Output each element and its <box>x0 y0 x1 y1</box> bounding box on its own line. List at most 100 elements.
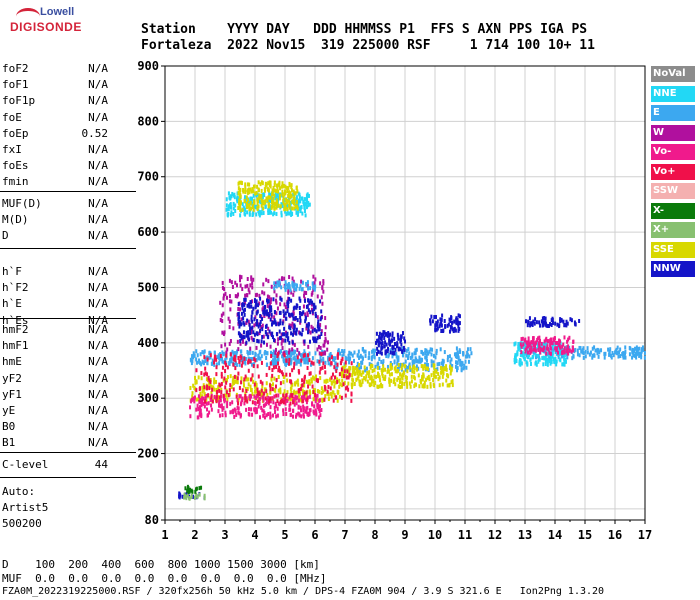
data-point-sse <box>329 391 332 396</box>
data-point-nne <box>517 342 520 347</box>
data-point-vo <box>298 387 301 392</box>
data-point-nne <box>541 356 544 361</box>
data-point-nne <box>307 200 310 205</box>
data-point-vo <box>260 388 263 393</box>
legend-item-ssw: SSW <box>651 183 695 199</box>
data-point-vo <box>545 351 548 356</box>
data-point-e <box>299 284 302 289</box>
data-point-nne <box>549 361 552 366</box>
data-point-nne <box>268 205 271 210</box>
data-point-sse <box>394 369 397 374</box>
data-point-x <box>190 488 193 493</box>
data-point-w <box>239 274 242 279</box>
data-point-nne <box>281 204 284 209</box>
data-point-e <box>584 349 587 354</box>
data-point-e <box>287 285 290 290</box>
data-point-sse <box>406 369 409 374</box>
data-point-e <box>289 288 292 293</box>
data-point-vo <box>316 378 319 383</box>
data-point-sse <box>341 378 344 383</box>
data-point-vo <box>205 386 208 391</box>
data-point-nne <box>232 206 235 211</box>
data-point-w <box>309 330 312 335</box>
data-point-vo <box>203 404 206 409</box>
data-point-e <box>313 286 316 291</box>
param-name: B0 <box>2 420 16 434</box>
x-tick-label: 3 <box>221 528 228 542</box>
data-point-e <box>364 368 367 373</box>
data-point-e <box>327 361 330 366</box>
data-point-sse <box>269 180 272 185</box>
data-point-w <box>226 347 229 352</box>
panel-divider <box>0 477 136 478</box>
data-point-vo <box>532 343 535 348</box>
data-point-w <box>319 345 322 350</box>
data-point-vo <box>316 403 319 408</box>
data-point-nnw <box>433 315 436 320</box>
data-point-x <box>188 487 191 492</box>
data-point-e <box>324 360 327 365</box>
data-point-nnw <box>389 350 392 355</box>
data-point-sse <box>253 384 256 389</box>
data-point-nnw <box>570 318 573 323</box>
data-point-sse <box>429 384 432 389</box>
data-point-sse <box>426 376 429 381</box>
data-point-nne <box>308 202 311 207</box>
data-point-e <box>275 284 278 289</box>
data-point-sse <box>318 389 321 394</box>
data-point-e <box>467 359 470 364</box>
data-point-nne <box>248 211 251 216</box>
data-point-e <box>425 363 428 368</box>
data-point-vo <box>198 406 201 411</box>
data-point-nne <box>551 351 554 356</box>
data-point-sse <box>266 198 269 203</box>
data-point-vo <box>563 350 566 355</box>
data-point-vo <box>216 390 219 395</box>
data-point-e <box>628 352 631 357</box>
data-point-e <box>413 360 416 365</box>
data-point-vo <box>243 377 246 382</box>
data-point-e <box>274 353 277 358</box>
data-point-e <box>420 358 423 363</box>
data-point-vo <box>245 407 248 412</box>
data-point-e <box>402 353 405 358</box>
data-point-sse <box>320 390 323 395</box>
data-point-sse <box>374 380 377 385</box>
data-point-e <box>231 356 234 361</box>
data-point-sse <box>389 363 392 368</box>
data-point-nnw <box>271 335 274 340</box>
data-point-nne <box>280 202 283 207</box>
data-point-nnw <box>287 304 290 309</box>
data-point-sse <box>294 381 297 386</box>
data-point-e <box>304 360 307 365</box>
y-tick-label: 200 <box>137 447 159 461</box>
data-point-vo <box>345 375 348 380</box>
data-point-nne <box>277 195 280 200</box>
data-point-e <box>356 353 359 358</box>
data-point-vo <box>204 395 207 400</box>
data-point-e <box>192 353 195 358</box>
data-point-sse <box>319 376 322 381</box>
data-point-nnw <box>299 298 302 303</box>
param-value: N/A <box>88 159 108 173</box>
data-point-w <box>311 291 314 296</box>
data-point-nnw <box>287 299 290 304</box>
data-point-w <box>270 297 273 302</box>
data-point-e <box>389 348 392 353</box>
data-point-vo <box>267 395 270 400</box>
data-point-vo <box>520 344 523 349</box>
data-point-e <box>191 354 194 359</box>
data-point-e <box>286 357 289 362</box>
data-point-vo <box>320 408 323 413</box>
data-point-x <box>187 486 190 491</box>
data-point-e <box>389 360 392 365</box>
param-row-hf: h`F N/A <box>2 265 108 281</box>
data-point-w <box>234 294 237 299</box>
data-point-w <box>222 296 225 301</box>
data-point-nnw <box>439 317 442 322</box>
data-point-nnw <box>545 323 548 328</box>
data-point-nnw <box>458 321 461 326</box>
data-point-sse <box>399 385 402 390</box>
data-point-vo <box>266 400 269 405</box>
data-point-e <box>405 348 408 353</box>
